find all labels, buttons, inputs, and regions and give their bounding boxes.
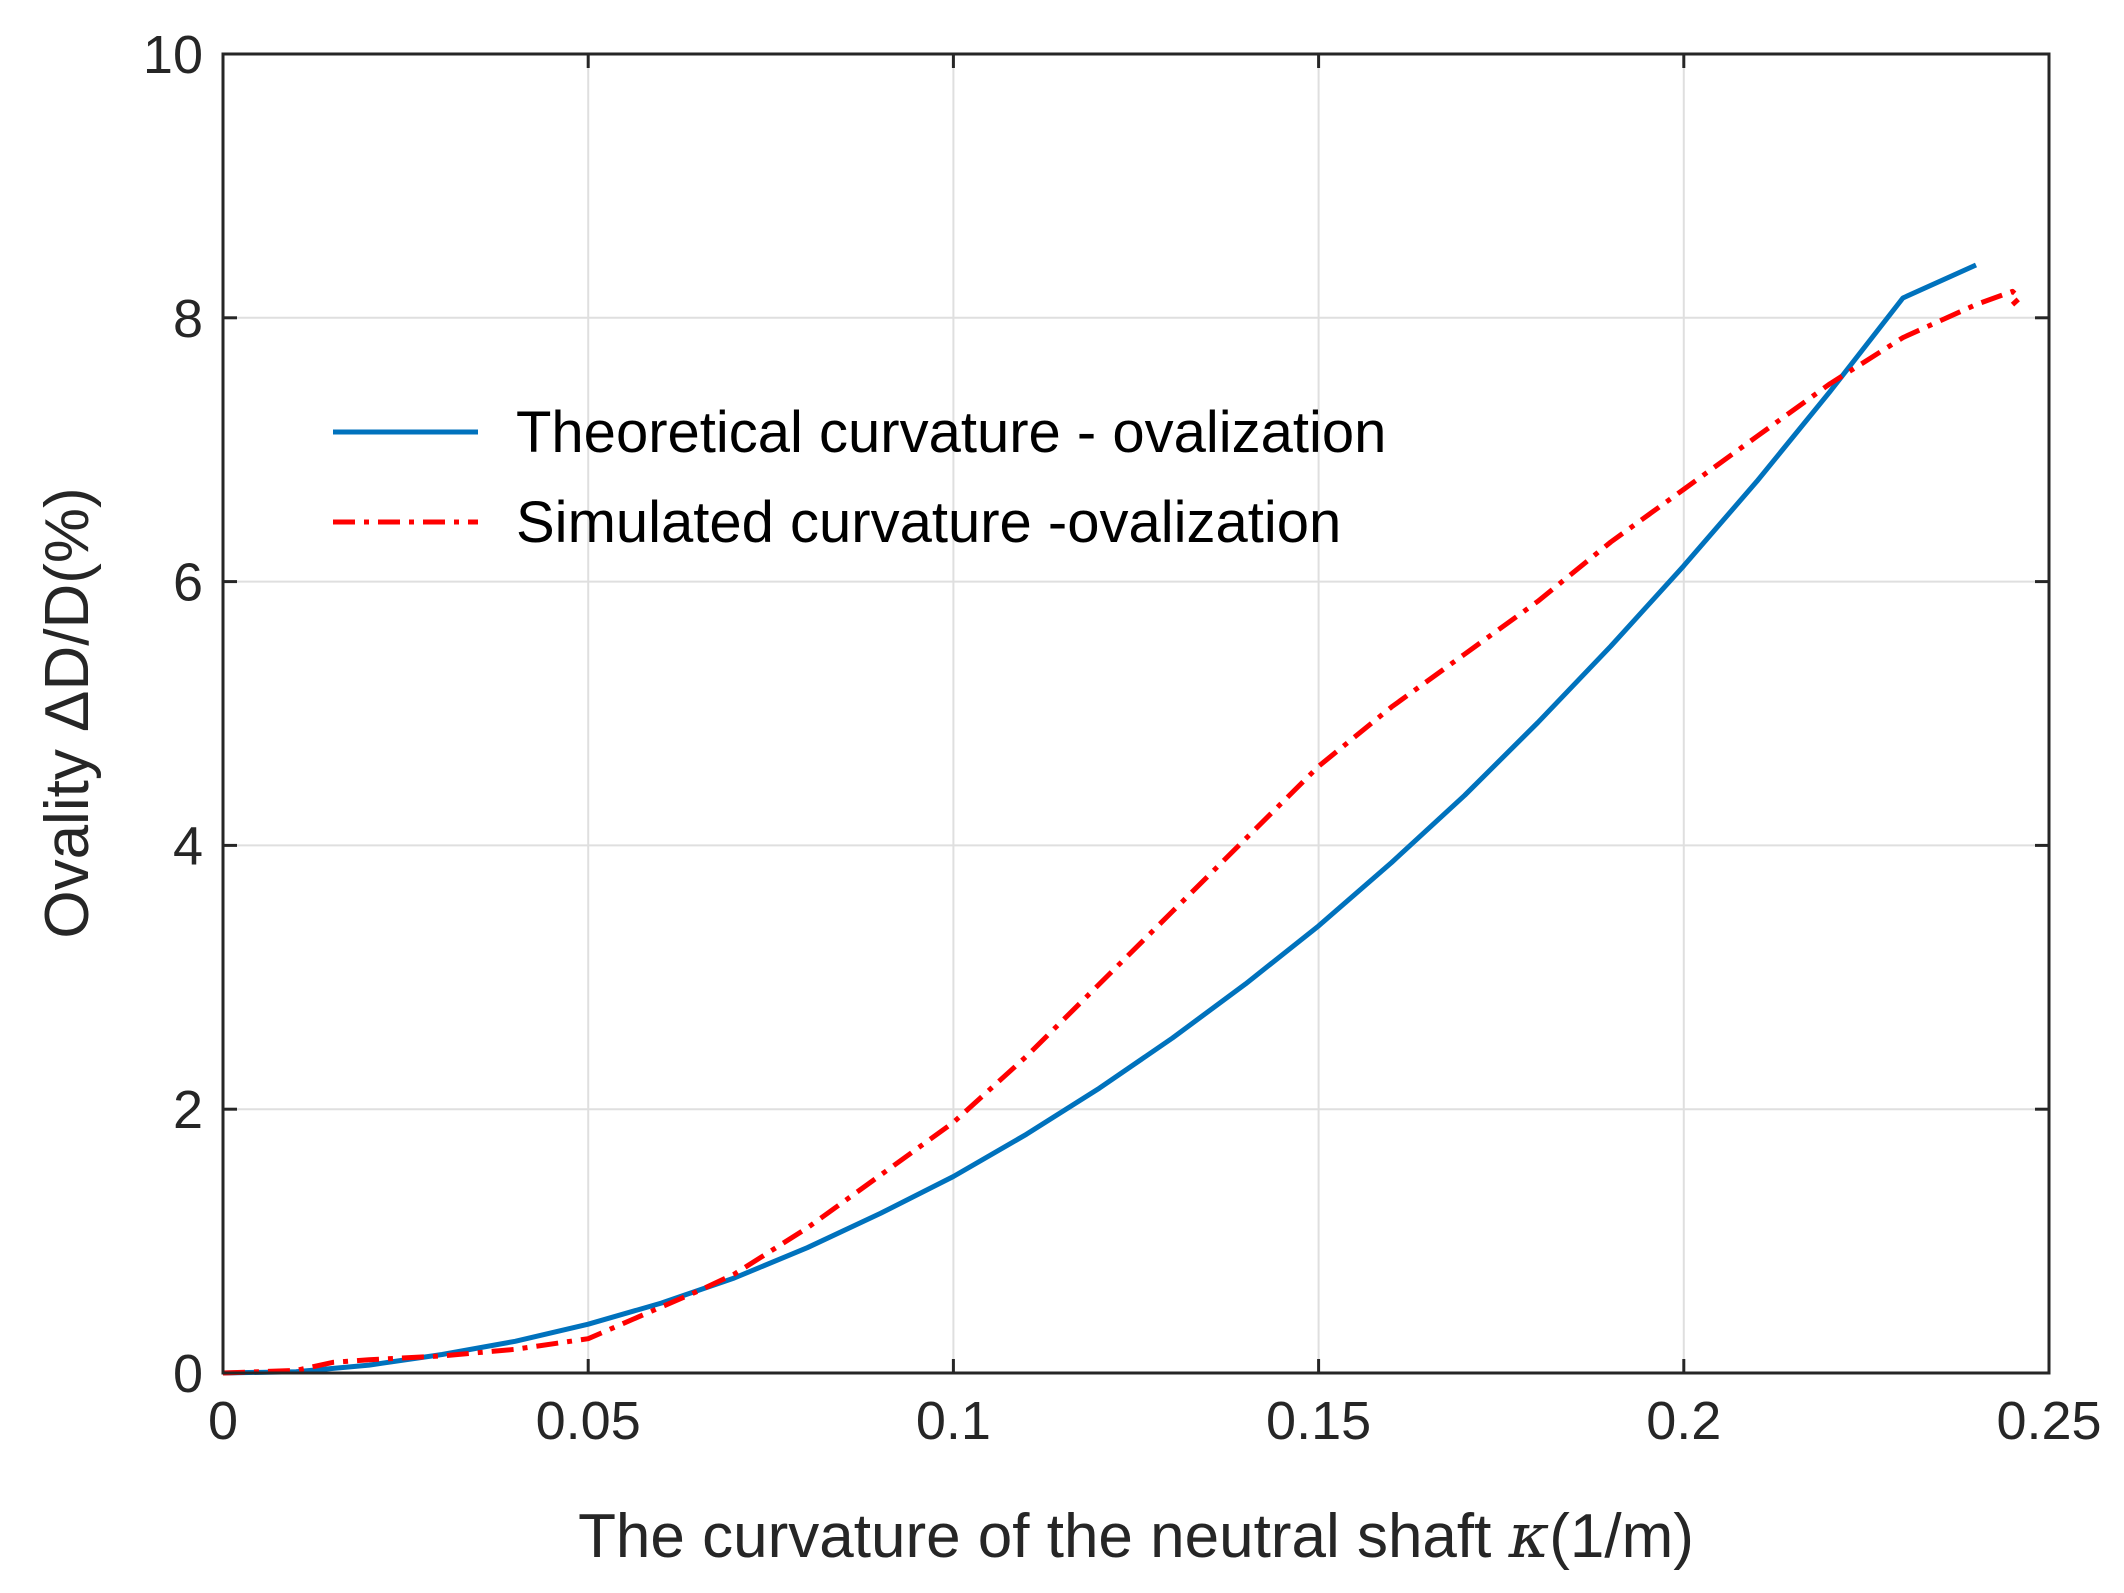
x-axis-label-text: The curvature of the neutral shaft [578,1502,1491,1571]
y-tick-label: 10 [143,25,203,85]
legend: Theoretical curvature - ovalization Simu… [333,400,1386,555]
x-tick-label: 0.1 [916,1391,991,1451]
x-tick-label: 0.05 [536,1391,641,1451]
x-tick-label: 0.25 [1996,1391,2101,1451]
x-tick-labels: 0 0.05 0.1 0.15 0.2 0.25 [208,1391,2102,1451]
y-tick-label: 6 [173,553,203,613]
legend-label-theoretical: Theoretical curvature - ovalization [516,400,1386,465]
y-tick-label: 4 [173,816,203,876]
axis-ticks [221,52,2051,1375]
x-axis-label-units: (1/m) [1549,1502,1694,1571]
y-tick-label: 0 [173,1344,203,1404]
y-tick-label: 8 [173,289,203,349]
x-tick-label: 0.2 [1646,1391,1721,1451]
x-tick-label: 0 [208,1391,238,1451]
series-lines [222,262,2023,1376]
series-line-simulated [222,288,2023,1376]
y-tick-label: 2 [173,1080,203,1140]
plot-frame [221,52,2051,1375]
x-axis-label-symbol: κ [1508,1499,1550,1572]
y-axis-label: Ovality ΔD/D(%) [33,487,102,938]
x-tick-label: 0.15 [1266,1391,1371,1451]
x-axis-label: The curvature of the neutral shaft κ(1/m… [578,1499,1694,1572]
legend-label-simulated: Simulated curvature -ovalization [516,490,1341,555]
series-line-theoretical [222,262,1978,1376]
grid-lines [222,53,2050,1374]
y-tick-labels: 0 2 4 6 8 10 [143,25,203,1404]
